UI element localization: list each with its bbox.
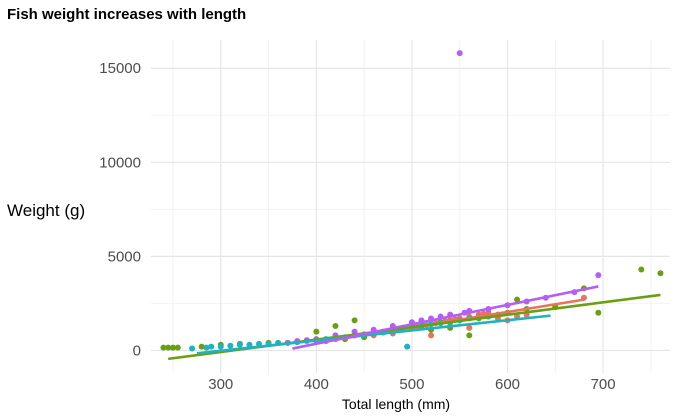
data-point (456, 50, 463, 57)
trend-line (196, 314, 551, 355)
y-tick-label: 15000 (99, 60, 141, 77)
data-point (174, 344, 181, 351)
y-tick-label: 0 (133, 342, 141, 359)
data-point (595, 272, 602, 279)
data-point (428, 332, 435, 339)
x-tick-label: 300 (208, 376, 233, 393)
data-point (198, 343, 205, 350)
y-tick-label: 5000 (108, 248, 141, 265)
data-point (332, 322, 339, 329)
x-axis-label: Total length (mm) (342, 396, 450, 412)
x-tick-label: 400 (304, 376, 329, 393)
data-point (638, 266, 645, 273)
data-point (351, 328, 358, 335)
data-point (217, 343, 224, 350)
data-point (466, 324, 473, 331)
data-point (169, 344, 176, 351)
data-point (404, 343, 411, 350)
trend-line (292, 285, 599, 350)
y-tick-labels: 0 5000 10000 15000 (99, 60, 141, 359)
data-point (165, 344, 172, 351)
minor-grid (151, 40, 670, 373)
y-axis-label: Weight (g) (7, 201, 85, 220)
data-point (189, 345, 196, 352)
x-tick-label: 700 (591, 376, 616, 393)
data-point (595, 309, 602, 316)
data-point (227, 342, 234, 349)
data-point (208, 343, 215, 350)
data-point (351, 317, 358, 324)
data-point (514, 296, 521, 303)
data-point (160, 344, 167, 351)
data-point (466, 332, 473, 339)
y-tick-label: 10000 (99, 154, 141, 171)
data-point (313, 328, 320, 335)
data-point (657, 270, 664, 277)
fit-lines (168, 285, 661, 361)
chart-title: Fish weight increases with length (7, 6, 246, 23)
x-tick-labels: 300 400 500 600 700 (208, 376, 615, 393)
data-point (203, 344, 210, 351)
x-tick-label: 500 (399, 376, 424, 393)
x-tick-label: 600 (495, 376, 520, 393)
data-point (236, 341, 243, 348)
